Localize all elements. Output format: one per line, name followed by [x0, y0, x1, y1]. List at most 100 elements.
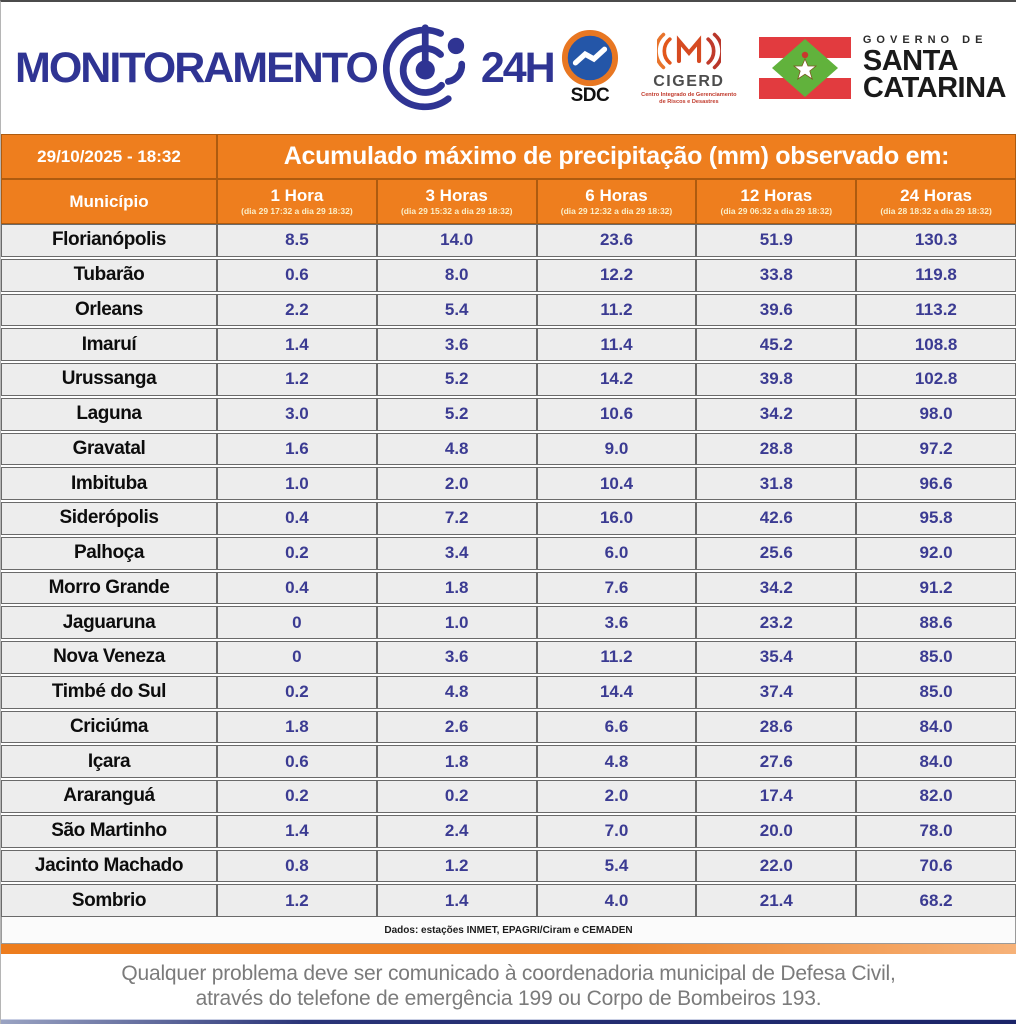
value-cell: 8.0 — [376, 258, 537, 292]
table-row: Palhoça 0.2 3.4 6.0 25.6 92.0 — [1, 536, 1016, 570]
value-cell: 6.6 — [536, 710, 697, 744]
municipality-cell: Gravatal — [1, 432, 217, 466]
table-row: Timbé do Sul 0.2 4.8 14.4 37.4 85.0 — [1, 675, 1016, 709]
value-cell: 108.8 — [856, 328, 1016, 361]
sdc-logo: SDC — [561, 29, 619, 107]
value-cell: 0.4 — [217, 502, 377, 535]
value-cell: 85.0 — [856, 675, 1016, 709]
table-row: Florianópolis 8.5 14.0 23.6 51.9 130.3 — [1, 224, 1016, 257]
column-header: 24 Horas (dia 28 18:32 a dia 29 18:32) — [856, 179, 1016, 224]
sdc-label: SDC — [570, 85, 610, 106]
value-cell: 119.8 — [856, 258, 1016, 292]
partner-logos: SDC CIGERD Centro Integrado de Gerenciam… — [561, 29, 1007, 107]
value-cell: 3.6 — [376, 328, 537, 361]
value-cell: 51.9 — [696, 224, 857, 257]
table-body: Florianópolis 8.5 14.0 23.6 51.9 130.3 Tubarão… — [1, 224, 1016, 917]
value-cell: 3.4 — [376, 536, 537, 570]
value-cell: 11.2 — [536, 293, 697, 327]
value-cell: 34.2 — [696, 397, 857, 431]
value-cell: 4.0 — [536, 884, 697, 917]
municipality-cell: Urussanga — [1, 363, 217, 396]
value-cell: 1.2 — [217, 884, 377, 917]
cigerd-logo: CIGERD Centro Integrado de Gerenciamento… — [641, 30, 737, 106]
value-cell: 10.4 — [536, 467, 697, 500]
value-cell: 35.4 — [696, 641, 857, 674]
value-cell: 4.8 — [376, 432, 537, 466]
value-cell: 5.4 — [376, 293, 537, 327]
notice-line-1: Qualquer problema deve ser comunicado à … — [121, 962, 896, 985]
value-cell: 1.2 — [376, 849, 537, 883]
emergency-notice: Qualquer problema deve ser comunicado à … — [1, 954, 1016, 1019]
table-row: Laguna 3.0 5.2 10.6 34.2 98.0 — [1, 397, 1016, 431]
value-cell: 33.8 — [696, 258, 857, 292]
radar-icon — [382, 24, 465, 111]
value-cell: 9.0 — [536, 432, 697, 466]
municipality-cell: Imaruí — [1, 328, 217, 361]
bottom-bar — [1, 1019, 1016, 1024]
column-time-range: (dia 29 17:32 a dia 29 18:32) — [241, 206, 353, 217]
municipality-cell: Jaguaruna — [1, 606, 217, 639]
value-cell: 0.6 — [217, 745, 377, 778]
table-title: Acumulado máximo de precipitação (mm) ob… — [217, 134, 1016, 179]
cigerd-waves-icon — [656, 32, 721, 70]
column-label: 3 Horas — [425, 185, 488, 205]
value-cell: 6.0 — [536, 536, 697, 570]
value-cell: 130.3 — [856, 224, 1016, 257]
value-cell: 84.0 — [856, 710, 1016, 744]
value-cell: 1.0 — [217, 467, 377, 500]
municipality-cell: Tubarão — [1, 258, 217, 292]
value-cell: 1.0 — [376, 606, 537, 639]
column-header: 3 Horas (dia 29 15:32 a dia 29 18:32) — [376, 179, 537, 224]
value-cell: 42.6 — [696, 502, 857, 535]
santa-catarina-flag-icon — [758, 37, 851, 99]
table-row: Siderópolis 0.4 7.2 16.0 42.6 95.8 — [1, 502, 1016, 535]
value-cell: 37.4 — [696, 675, 857, 709]
catarina-label: CATARINA — [862, 72, 1007, 104]
column-time-range: (dia 29 12:32 a dia 29 18:32) — [560, 206, 673, 217]
column-header: 12 Horas (dia 29 06:32 a dia 29 18:32) — [696, 179, 857, 224]
column-label: 1 Hora — [270, 185, 324, 205]
cigerd-label: CIGERD — [653, 73, 725, 91]
orange-divider — [1, 944, 1016, 954]
municipality-cell: Palhoça — [1, 536, 217, 570]
municipality-cell: Imbituba — [1, 467, 217, 500]
municipality-cell: Laguna — [1, 397, 217, 431]
table-column-headers: Município 1 Hora (dia 29 17:32 a dia 29 1… — [1, 179, 1016, 224]
value-cell: 20.0 — [696, 814, 857, 848]
value-cell: 25.6 — [696, 536, 857, 570]
value-cell: 2.0 — [376, 467, 537, 500]
value-cell: 39.6 — [696, 293, 857, 327]
value-cell: 1.8 — [217, 710, 377, 744]
value-cell: 2.0 — [536, 780, 697, 813]
municipality-cell: Orleans — [1, 293, 217, 327]
value-cell: 12.2 — [536, 258, 697, 292]
value-cell: 68.2 — [856, 884, 1016, 917]
value-cell: 3.0 — [217, 397, 377, 431]
value-cell: 4.8 — [536, 745, 697, 778]
value-cell: 3.6 — [536, 606, 697, 639]
municipality-cell: Içara — [1, 745, 217, 778]
table-row: Morro Grande 0.4 1.8 7.6 34.2 91.2 — [1, 571, 1016, 605]
value-cell: 2.2 — [217, 293, 377, 327]
value-cell: 5.2 — [376, 397, 537, 431]
governo-de-label: GOVERNO DE — [862, 34, 988, 47]
sdc-emblem-icon — [561, 29, 618, 87]
value-cell: 0 — [217, 606, 377, 639]
value-cell: 5.2 — [376, 363, 537, 396]
municipality-column-header: Município — [1, 179, 217, 224]
table-row: Imbituba 1.0 2.0 10.4 31.8 96.6 — [1, 467, 1016, 500]
municipality-cell: Morro Grande — [1, 571, 217, 605]
municipality-cell: Araranguá — [1, 780, 217, 813]
value-cell: 0.2 — [217, 536, 377, 570]
value-cell: 1.8 — [376, 745, 537, 778]
value-cell: 14.2 — [536, 363, 697, 396]
value-cell: 8.5 — [217, 224, 377, 257]
value-cell: 1.4 — [217, 328, 377, 361]
municipality-cell: Sombrio — [1, 884, 217, 917]
value-cell: 84.0 — [856, 745, 1016, 778]
value-cell: 70.6 — [856, 849, 1016, 883]
municipality-cell: São Martinho — [1, 814, 217, 848]
value-cell: 31.8 — [696, 467, 857, 500]
value-cell: 0.4 — [217, 571, 377, 605]
table-row: Jacinto Machado 0.8 1.2 5.4 22.0 70.6 — [1, 849, 1016, 883]
